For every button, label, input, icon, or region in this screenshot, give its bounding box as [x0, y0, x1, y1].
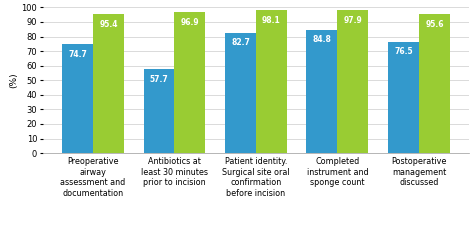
Text: 97.9: 97.9 [344, 16, 362, 25]
Bar [388, 42, 419, 153]
Bar [419, 14, 450, 153]
Y-axis label: (%): (%) [9, 72, 18, 88]
Bar [93, 14, 124, 153]
Text: 98.1: 98.1 [262, 16, 281, 25]
Text: 95.4: 95.4 [99, 20, 118, 29]
Bar [174, 12, 205, 153]
Text: 74.7: 74.7 [68, 50, 87, 59]
Text: 84.8: 84.8 [312, 35, 331, 44]
Text: 95.6: 95.6 [425, 20, 444, 29]
Bar [144, 69, 174, 153]
Text: 96.9: 96.9 [181, 18, 199, 27]
Bar [307, 30, 337, 153]
Bar [62, 44, 93, 153]
Text: 57.7: 57.7 [150, 75, 168, 84]
Bar [337, 10, 368, 153]
Bar [256, 10, 287, 153]
Bar [225, 33, 256, 153]
Text: 76.5: 76.5 [394, 47, 413, 57]
Text: 82.7: 82.7 [231, 39, 250, 47]
